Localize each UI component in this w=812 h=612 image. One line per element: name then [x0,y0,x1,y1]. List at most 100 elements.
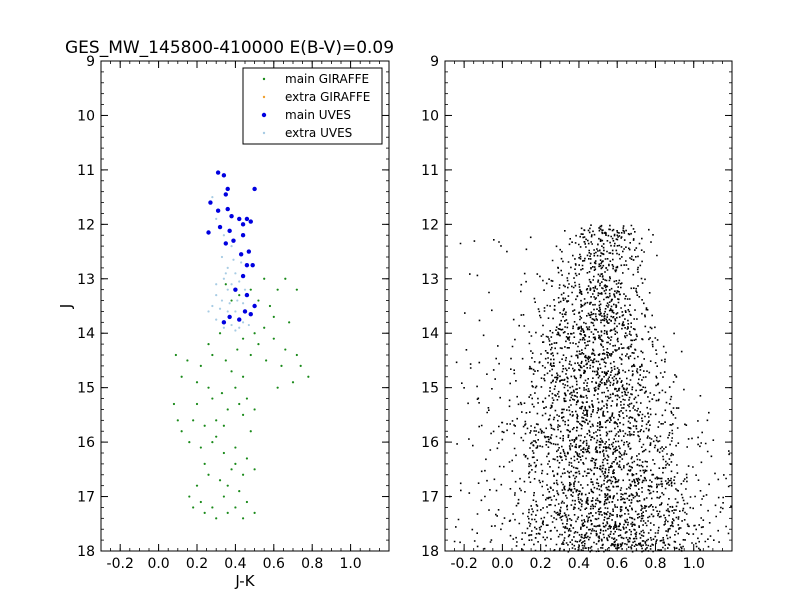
data-point-main-giraffe [218,332,222,335]
left-x-axis-label: J-K [234,572,255,590]
data-point-main-giraffe [257,343,260,346]
data-point-main-giraffe [265,359,268,362]
data-point-extra-uves [226,310,229,313]
data-point-extra-uves [222,234,225,237]
x-tick-label: 0.4 [568,556,590,572]
data-point-main-giraffe [253,468,256,471]
data-point-main-giraffe [230,299,233,302]
y-tick-label: 11 [421,163,439,179]
y-tick-label: 9 [430,54,439,70]
data-point-main-giraffe [222,495,225,498]
legend-marker-extra-uves [262,131,266,135]
data-point-extra-uves [226,288,229,291]
data-point-main-giraffe [241,375,245,378]
legend-marker-main-giraffe [262,77,266,81]
data-point-main-uves [215,208,221,213]
left-points [172,170,310,520]
data-point-main-giraffe [199,364,202,367]
x-tick-label: 0.6 [606,556,628,572]
y-tick-label: 13 [421,272,439,288]
data-point-extra-uves [230,245,233,248]
data-point-main-giraffe [245,500,249,504]
data-point-main-uves [248,219,253,224]
data-point-main-giraffe [291,381,295,384]
y-tick-label: 17 [421,490,439,506]
legend-label-main-uves: main UVES [285,108,351,122]
data-point-extra-uves [234,329,237,332]
y-tick-label: 16 [77,435,95,451]
data-point-main-giraffe [253,408,256,411]
data-point-main-giraffe [207,473,210,476]
data-point-main-giraffe [222,424,225,427]
data-point-main-giraffe [215,435,218,438]
data-point-main-uves [240,273,246,279]
right-chart: -0.2 0.0 0.2 0.4 0.6 0.8 1.0 9 10 11 12 13 14 15 16 17 1… [421,54,733,572]
y-tick-label: 12 [77,217,95,233]
data-point-main-uves [237,317,242,322]
data-point-main-uves [246,249,252,254]
data-point-main-uves [242,309,248,314]
data-point-main-uves [208,200,213,205]
data-point-extra-uves [222,326,225,329]
data-point-extra-uves [226,266,229,269]
data-point-extra-uves [211,196,214,199]
legend-entry-main-uves: main UVES [261,108,351,122]
data-point-main-uves [252,303,257,309]
data-point-main-giraffe [238,294,241,297]
data-point-main-giraffe [268,304,272,308]
y-tick-label: 15 [77,381,95,397]
data-point-extra-uves [218,307,222,310]
data-point-main-giraffe [238,490,241,493]
data-point-main-giraffe [299,364,302,367]
data-point-main-giraffe [188,441,191,444]
data-point-main-giraffe [195,381,199,384]
x-tick-label: 0.8 [644,556,666,572]
y-tick-label: 10 [421,108,439,124]
data-point-main-giraffe [272,315,275,318]
legend-entry-main-giraffe: main GIRAFFE [262,72,369,86]
left-ticks: -0.2 0.0 0.2 0.4 0.6 0.8 1.0 9 10 11 12 13 14 15 16 17 1… [77,54,390,572]
y-tick-label: 14 [77,326,95,342]
data-point-extra-uves [215,217,218,220]
data-point-extra-uves [241,321,245,324]
data-point-main-giraffe [172,402,176,406]
y-tick-label: 9 [86,54,95,70]
data-point-main-giraffe [207,386,210,389]
data-point-extra-uves [211,304,214,308]
x-tick-label: 0.4 [224,556,246,572]
data-point-main-giraffe [211,353,214,357]
data-point-main-giraffe [203,511,206,514]
data-point-main-uves [227,314,232,320]
data-point-main-giraffe [245,457,249,460]
data-point-main-uves [244,262,250,268]
data-point-main-giraffe [236,348,239,351]
data-point-main-giraffe [234,462,237,465]
data-point-main-giraffe [234,386,237,389]
data-point-main-uves [244,216,250,222]
data-point-main-uves [252,186,257,192]
data-point-main-giraffe [224,283,227,286]
data-point-main-giraffe [253,332,256,335]
data-point-main-giraffe [211,506,214,509]
data-point-main-giraffe [207,343,210,346]
x-tick-label: -0.2 [450,556,477,572]
data-point-extra-uves [236,299,239,302]
data-point-main-giraffe [226,408,229,411]
data-point-main-uves [206,230,211,235]
data-point-main-giraffe [192,506,195,509]
data-point-main-uves [221,320,227,325]
right-ticks: -0.2 0.0 0.2 0.4 0.6 0.8 1.0 9 10 11 12 13 14 15 16 17 1… [421,54,733,572]
data-point-main-uves [244,292,250,298]
data-point-main-giraffe [186,359,189,362]
x-tick-label: 1.0 [339,556,361,572]
x-tick-label: 0.2 [530,556,552,572]
data-point-extra-uves [234,310,237,313]
data-point-main-uves [240,233,246,238]
density-points [446,224,732,553]
data-point-main-uves [215,170,221,175]
data-point-extra-uves [220,255,224,259]
y-tick-label: 11 [77,163,95,179]
data-point-main-uves [221,173,227,178]
x-tick-label: 0.8 [301,556,323,572]
